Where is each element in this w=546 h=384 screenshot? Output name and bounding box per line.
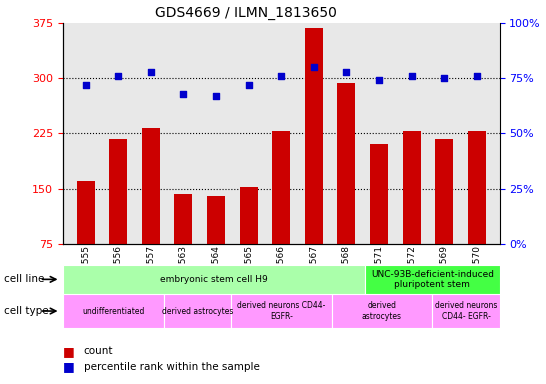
Bar [240,187,258,244]
Bar [305,28,323,244]
Bar [337,83,355,244]
Text: derived
astrocytes: derived astrocytes [362,301,402,321]
Point [81,82,90,88]
Point [440,75,449,81]
Point [146,68,155,74]
Text: embryonic stem cell H9: embryonic stem cell H9 [160,275,268,284]
Bar [231,294,331,328]
Text: ■: ■ [63,360,75,373]
Point [375,78,383,84]
Bar [435,139,453,244]
Bar [331,294,432,328]
Bar [142,128,160,244]
Point [342,68,351,74]
Text: derived neurons CD44-
EGFR-: derived neurons CD44- EGFR- [237,301,325,321]
Text: derived astrocytes: derived astrocytes [162,306,233,316]
Point [277,73,286,79]
Bar [63,265,365,294]
Bar [109,139,127,244]
Bar [272,131,290,244]
Text: ■: ■ [63,345,75,358]
Bar [365,265,500,294]
Bar [468,131,486,244]
Text: cell line: cell line [4,274,45,285]
Bar [207,196,225,244]
Point [472,73,481,79]
Text: count: count [84,346,113,356]
Text: percentile rank within the sample: percentile rank within the sample [84,362,259,372]
Point [310,64,318,70]
Point [407,73,416,79]
Bar [164,294,231,328]
Bar [402,131,420,244]
Text: UNC-93B-deficient-induced
pluripotent stem: UNC-93B-deficient-induced pluripotent st… [371,270,494,289]
Point [179,91,188,97]
Bar [370,144,388,244]
Text: undifferentiated: undifferentiated [82,306,144,316]
Point [212,93,221,99]
Bar [432,294,500,328]
Bar [76,181,94,244]
Text: GDS4669 / ILMN_1813650: GDS4669 / ILMN_1813650 [155,6,337,20]
Text: cell type: cell type [4,306,49,316]
Bar [63,294,164,328]
Point [244,82,253,88]
Text: derived neurons
CD44- EGFR-: derived neurons CD44- EGFR- [435,301,497,321]
Point [114,73,122,79]
Bar [174,194,192,244]
